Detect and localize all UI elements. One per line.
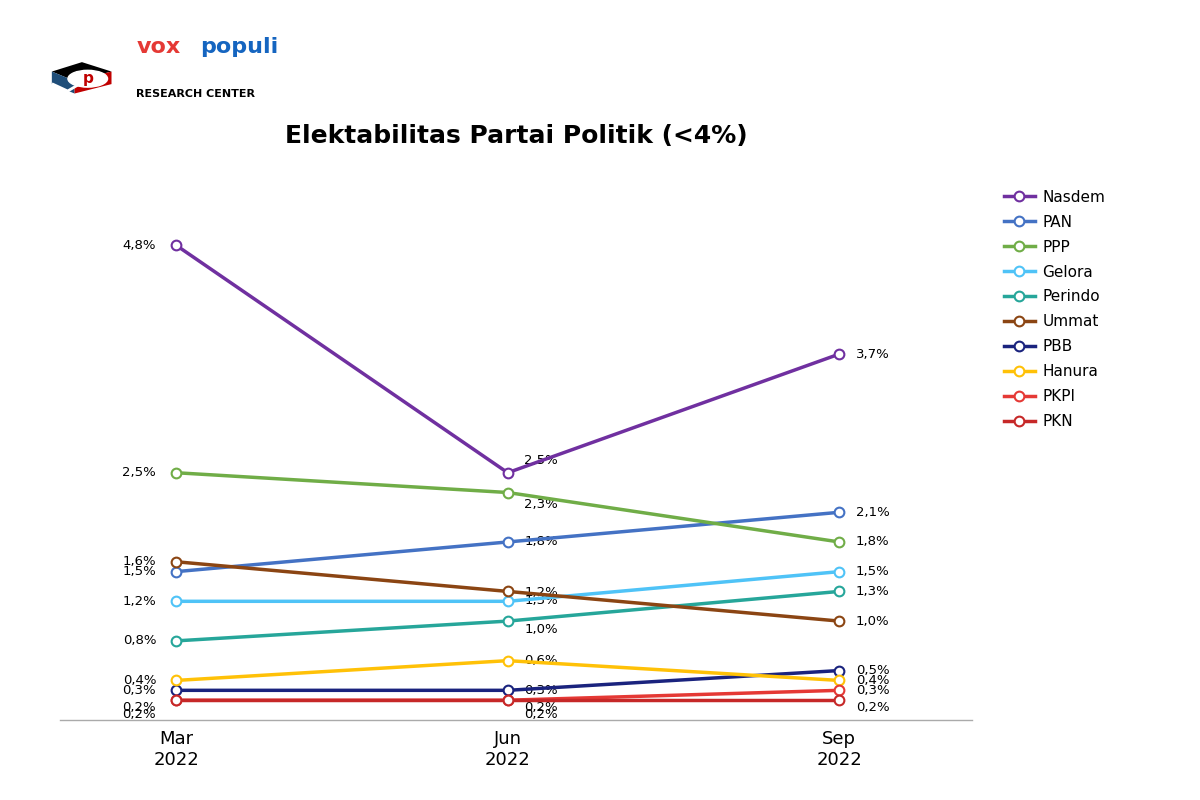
Text: 1,0%: 1,0% bbox=[856, 614, 889, 627]
Polygon shape bbox=[52, 71, 74, 94]
Text: populi: populi bbox=[199, 38, 278, 58]
Text: 0,2%: 0,2% bbox=[856, 701, 889, 714]
Text: 0,2%: 0,2% bbox=[524, 701, 558, 714]
Text: 0,4%: 0,4% bbox=[122, 674, 156, 687]
Nasdem bbox=[169, 241, 184, 250]
Nasdem bbox=[832, 350, 846, 359]
Text: 2,5%: 2,5% bbox=[122, 466, 156, 479]
PKN bbox=[500, 695, 515, 705]
Text: 1,2%: 1,2% bbox=[524, 586, 558, 599]
Polygon shape bbox=[74, 71, 112, 94]
Line: Ummat: Ummat bbox=[172, 557, 845, 626]
Hanura bbox=[500, 656, 515, 666]
Text: 0,6%: 0,6% bbox=[524, 654, 558, 667]
Text: 1,5%: 1,5% bbox=[122, 565, 156, 578]
PAN bbox=[169, 567, 184, 577]
Line: PAN: PAN bbox=[172, 507, 845, 577]
Text: 0,2%: 0,2% bbox=[122, 701, 156, 714]
Text: 1,3%: 1,3% bbox=[524, 594, 558, 607]
Ummat bbox=[169, 557, 184, 566]
Text: 0,3%: 0,3% bbox=[122, 684, 156, 697]
Text: 1,6%: 1,6% bbox=[122, 555, 156, 568]
Legend: Nasdem, PAN, PPP, Gelora, Perindo, Ummat, PBB, Hanura, PKPI, PKN: Nasdem, PAN, PPP, Gelora, Perindo, Ummat… bbox=[998, 184, 1111, 435]
Line: Nasdem: Nasdem bbox=[172, 240, 845, 478]
Text: vox: vox bbox=[137, 38, 180, 58]
PBB bbox=[169, 686, 184, 695]
PBB bbox=[500, 686, 515, 695]
PKPI bbox=[500, 695, 515, 705]
Perindo bbox=[169, 636, 184, 646]
Text: 0,4%: 0,4% bbox=[856, 674, 889, 687]
Line: Perindo: Perindo bbox=[172, 586, 845, 646]
PBB bbox=[832, 666, 846, 675]
Line: Gelora: Gelora bbox=[172, 566, 845, 606]
PAN bbox=[500, 537, 515, 546]
Text: 0,5%: 0,5% bbox=[856, 664, 889, 677]
PPP bbox=[500, 488, 515, 498]
Text: 2,3%: 2,3% bbox=[524, 498, 558, 511]
Text: 0,8%: 0,8% bbox=[122, 634, 156, 647]
Line: PBB: PBB bbox=[172, 666, 845, 695]
PKPI bbox=[832, 686, 846, 695]
Text: Elektabilitas Partai Politik (<4%): Elektabilitas Partai Politik (<4%) bbox=[284, 124, 748, 148]
Text: 0,3%: 0,3% bbox=[524, 684, 558, 697]
Line: Hanura: Hanura bbox=[172, 656, 845, 686]
Polygon shape bbox=[52, 62, 112, 81]
Text: 0,2%: 0,2% bbox=[524, 707, 558, 721]
Hanura bbox=[169, 676, 184, 686]
Line: PKPI: PKPI bbox=[172, 686, 845, 705]
Text: 0,3%: 0,3% bbox=[856, 684, 889, 697]
Line: PKN: PKN bbox=[172, 695, 845, 705]
Line: PPP: PPP bbox=[172, 468, 845, 547]
Text: 1,3%: 1,3% bbox=[856, 585, 889, 598]
PPP bbox=[169, 468, 184, 478]
Circle shape bbox=[68, 70, 108, 87]
Text: 1,8%: 1,8% bbox=[524, 535, 558, 549]
Text: 4,8%: 4,8% bbox=[122, 238, 156, 252]
PKN bbox=[169, 695, 184, 705]
PKPI bbox=[169, 695, 184, 705]
Perindo bbox=[500, 616, 515, 626]
Text: 2,1%: 2,1% bbox=[856, 506, 889, 518]
Gelora bbox=[169, 597, 184, 606]
Hanura bbox=[832, 676, 846, 686]
Text: 0,2%: 0,2% bbox=[122, 707, 156, 721]
Text: 2,5%: 2,5% bbox=[524, 454, 558, 467]
PAN bbox=[832, 507, 846, 517]
Nasdem bbox=[500, 468, 515, 478]
Text: 1,5%: 1,5% bbox=[856, 565, 889, 578]
Text: 1,8%: 1,8% bbox=[856, 535, 889, 549]
Gelora bbox=[500, 597, 515, 606]
Gelora bbox=[832, 567, 846, 577]
Ummat bbox=[832, 616, 846, 626]
Ummat bbox=[500, 586, 515, 596]
Text: 1,0%: 1,0% bbox=[524, 623, 558, 637]
Perindo bbox=[832, 586, 846, 596]
PPP bbox=[832, 537, 846, 546]
Text: 3,7%: 3,7% bbox=[856, 347, 889, 361]
Text: p: p bbox=[83, 71, 94, 86]
Text: RESEARCH CENTER: RESEARCH CENTER bbox=[137, 90, 256, 99]
PKN bbox=[832, 695, 846, 705]
Text: 1,2%: 1,2% bbox=[122, 595, 156, 608]
